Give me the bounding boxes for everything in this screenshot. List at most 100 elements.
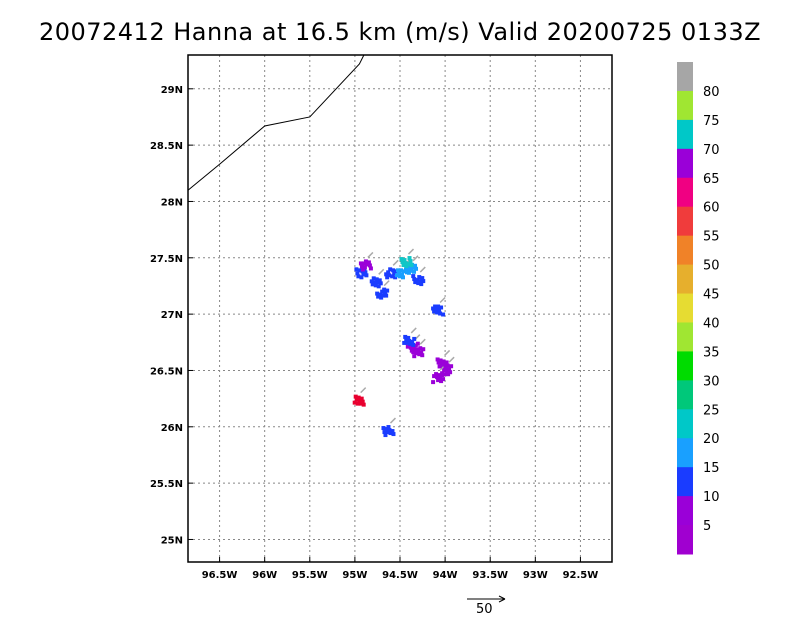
wind-pixel [416, 349, 421, 354]
wind-pixel [420, 353, 425, 358]
x-tick-label: 94W [433, 570, 458, 581]
wind-pixel [386, 425, 391, 430]
wind-pixel [361, 402, 366, 407]
wind-pixel [412, 269, 417, 274]
wind-pixel [376, 284, 381, 289]
colorbar-segment [677, 351, 693, 381]
x-tick-label: 95W [342, 570, 367, 581]
colorbar-segment [677, 235, 693, 266]
colorbar-segment [677, 322, 693, 352]
wind-pixel [439, 305, 444, 310]
x-tick-label: 95.5W [292, 570, 328, 581]
wind-pixel [441, 377, 446, 382]
colorbar-segment [677, 525, 693, 555]
wind-cell [435, 349, 451, 370]
wind-pixel [356, 274, 361, 279]
wind-pixel [369, 279, 374, 284]
wind-pixel [411, 274, 416, 279]
wind-pixel [409, 268, 414, 273]
wind-cell [399, 248, 415, 269]
x-tick-label: 93.5W [472, 570, 508, 581]
wind-pixel [437, 364, 442, 369]
y-tick-label: 29N [161, 85, 183, 96]
wind-pixel [443, 372, 448, 377]
wind-pixel [391, 432, 396, 437]
wind-pixel [447, 367, 452, 372]
x-tick-label: 92.5W [563, 570, 599, 581]
wind-cell [352, 387, 367, 407]
wind-pixel [431, 380, 436, 385]
wind-pixel [436, 304, 441, 309]
colorbar-label: 25 [703, 403, 720, 418]
colorbar-label: 15 [703, 461, 720, 476]
wind-vector [407, 248, 415, 255]
y-tick-label: 27N [161, 310, 183, 321]
y-tick-label: 28N [161, 197, 183, 208]
wind-pixel [374, 277, 379, 282]
wind-pixel [391, 268, 396, 273]
wind-pixel [400, 272, 404, 277]
wind-cell [381, 417, 396, 438]
wind-cell [369, 268, 385, 289]
wind-pixel [444, 360, 449, 365]
y-tick-label: 28.5N [150, 141, 183, 152]
y-tick-label: 25N [161, 535, 183, 546]
wind-pixel [413, 263, 418, 268]
wind-pixel [412, 277, 417, 282]
wind-pixel [388, 267, 393, 272]
wind-pixel [438, 311, 443, 316]
wind-pixel [417, 275, 422, 280]
colorbar-segment [677, 148, 693, 179]
x-tick-label: 96W [252, 570, 277, 581]
wind-pixel [405, 270, 409, 275]
wind-pixel [377, 278, 382, 283]
colorbar-segment [677, 409, 693, 439]
wind-pixel [355, 271, 360, 276]
wind-pixel [355, 401, 360, 406]
wind-pixel [420, 276, 425, 281]
colorbar-segment [677, 62, 693, 92]
wind-pixel [381, 426, 386, 431]
wind-pixel [433, 304, 438, 309]
wind-vector [367, 251, 374, 258]
wind-pixel [367, 263, 372, 268]
wind-pixel [399, 257, 404, 262]
wind-pixel [363, 259, 368, 264]
colorbar-label: 20 [703, 432, 720, 447]
wind-pixel [406, 335, 411, 340]
wind-pixel [440, 373, 445, 378]
colorbar-label: 75 [703, 114, 720, 129]
wind-pixel [437, 308, 442, 313]
wind-pixel [397, 271, 401, 276]
wind-vector [412, 255, 419, 262]
colorbar-segment [677, 206, 693, 237]
x-tick-label: 94.5W [382, 570, 418, 581]
wind-pixel [412, 354, 417, 359]
scale-vector-label: 50 [476, 602, 493, 617]
wind-pixel [412, 336, 417, 341]
colorbar: 80 75 70 65 60 55 50 45 40 35 30 25 20 15 10 5 [677, 62, 720, 555]
wind-pixel [408, 259, 413, 264]
wind-vector [439, 296, 446, 304]
colorbar-segment [677, 380, 693, 410]
wind-cell [431, 296, 446, 317]
y-tick-label: 26.5N [150, 366, 183, 377]
wind-pixel [410, 339, 415, 344]
wind-pixel [419, 350, 424, 355]
wind-pixel [390, 274, 395, 279]
wind-pixel [352, 400, 357, 405]
wind-pixel [383, 433, 388, 438]
colorbar-label: 65 [703, 172, 720, 187]
wind-pixel [366, 260, 371, 265]
wind-pixel [375, 291, 380, 296]
wind-pixel [399, 268, 403, 273]
wind-pixel [408, 265, 413, 270]
wind-pixel [415, 278, 420, 283]
wind-pixel [434, 372, 439, 377]
wind-pixel [357, 268, 362, 273]
wind-vector [383, 280, 390, 287]
wind-pixel [437, 373, 442, 378]
colorbar-segment [677, 496, 693, 526]
wind-pixel [438, 358, 443, 363]
wind-pixel [411, 342, 416, 347]
